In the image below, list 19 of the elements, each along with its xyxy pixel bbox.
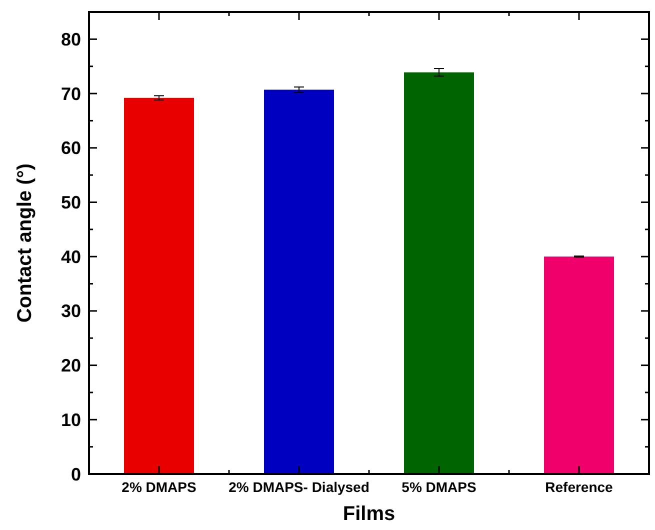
y-tick-label: 50	[60, 192, 81, 213]
x-tick-label: Reference	[545, 479, 614, 495]
y-tick-label: 80	[60, 29, 81, 50]
y-tick-label: 40	[60, 246, 81, 267]
bar	[264, 90, 334, 474]
bar	[124, 98, 194, 474]
y-tick-label: 10	[60, 410, 81, 430]
x-axis-title: Films	[342, 503, 396, 525]
x-tick-label: 5% DMAPS	[402, 479, 476, 495]
y-tick-label: 0	[70, 464, 81, 484]
y-tick-label: 30	[60, 301, 81, 322]
bar	[544, 256, 614, 474]
x-tick-label: 2% DMAPS- Dialysed	[228, 479, 370, 495]
y-tick-label: 60	[60, 138, 81, 158]
y-axis-title: Contact angle (°)	[14, 163, 36, 323]
y-tick-label: 20	[60, 356, 81, 376]
y-tick-label: 70	[60, 84, 81, 104]
x-tick-label: 2% DMAPS	[122, 479, 196, 495]
bar	[404, 72, 474, 474]
